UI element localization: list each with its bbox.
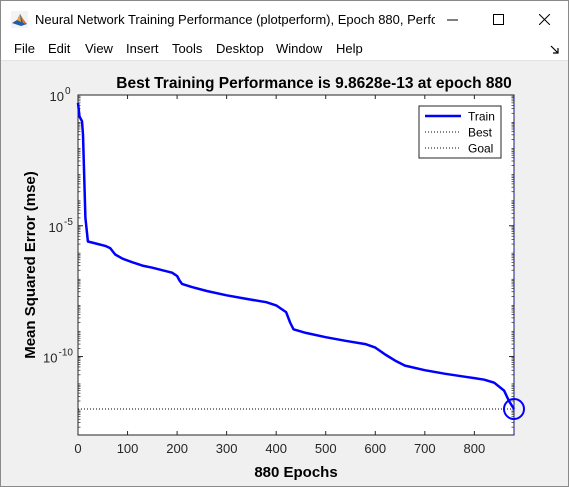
y-tick-label: 10 -5 (49, 217, 74, 235)
maximize-icon (492, 14, 504, 25)
x-tick-label: 800 (464, 441, 486, 456)
x-tick-label: 0 (74, 441, 81, 456)
y-tick-exponent: 0 (65, 86, 71, 97)
minimize-icon (446, 19, 458, 21)
x-axis-label: 880 Epochs (254, 464, 337, 481)
menu-file[interactable]: File (14, 41, 35, 56)
y-tick-label: 10 -10 (43, 348, 73, 366)
dock-arrow-icon[interactable] (550, 45, 559, 54)
y-tick-base: 10 (50, 89, 64, 104)
close-icon (538, 14, 550, 25)
menu-tools[interactable]: Tools (172, 41, 203, 56)
legend-box (418, 105, 502, 159)
close-button[interactable] (521, 1, 567, 38)
figure-area: 0 100 200 300 400 500 600 700 800 10 0 10 -5 10 -10 Bes… (1, 61, 568, 486)
legend-label-goal: Goal (468, 142, 493, 156)
menu-insert[interactable]: Insert (126, 41, 159, 56)
x-tick-label: 500 (315, 441, 337, 456)
x-tick-label: 400 (265, 441, 287, 456)
menu-desktop[interactable]: Desktop (216, 41, 264, 56)
y-tick-base: 10 (49, 220, 63, 235)
y-tick-exponent: -10 (59, 348, 74, 359)
minimize-button[interactable] (429, 1, 475, 38)
y-tick-exponent: -5 (64, 217, 73, 228)
window-title: Neural Network Training Performance (plo… (35, 12, 435, 27)
x-tick-label: 100 (117, 441, 139, 456)
x-tick-label: 600 (364, 441, 386, 456)
chart-title: Best Training Performance is 9.8628e-13 … (116, 75, 511, 92)
x-tick-label: 300 (216, 441, 238, 456)
menu-help[interactable]: Help (336, 41, 363, 56)
menu-window[interactable]: Window (276, 41, 323, 56)
y-tick-label: 10 0 (50, 86, 71, 104)
legend-label-best: Best (468, 126, 493, 140)
maximize-button[interactable] (475, 1, 521, 38)
x-tick-label: 200 (166, 441, 188, 456)
matlab-icon (11, 11, 28, 28)
x-tick-label: 700 (414, 441, 436, 456)
best-point-marker (503, 398, 525, 421)
y-tick-base: 10 (43, 351, 57, 366)
menu-edit[interactable]: Edit (48, 41, 71, 56)
legend-label-train: Train (468, 110, 495, 124)
train-series-line (76, 102, 516, 410)
menu-view[interactable]: View (85, 41, 113, 56)
y-axis-label: Mean Squared Error (mse) (22, 171, 39, 359)
menu-bar: File Edit View Insert Tools Desktop Wind… (1, 38, 568, 61)
title-bar[interactable]: Neural Network Training Performance (plo… (1, 1, 568, 38)
